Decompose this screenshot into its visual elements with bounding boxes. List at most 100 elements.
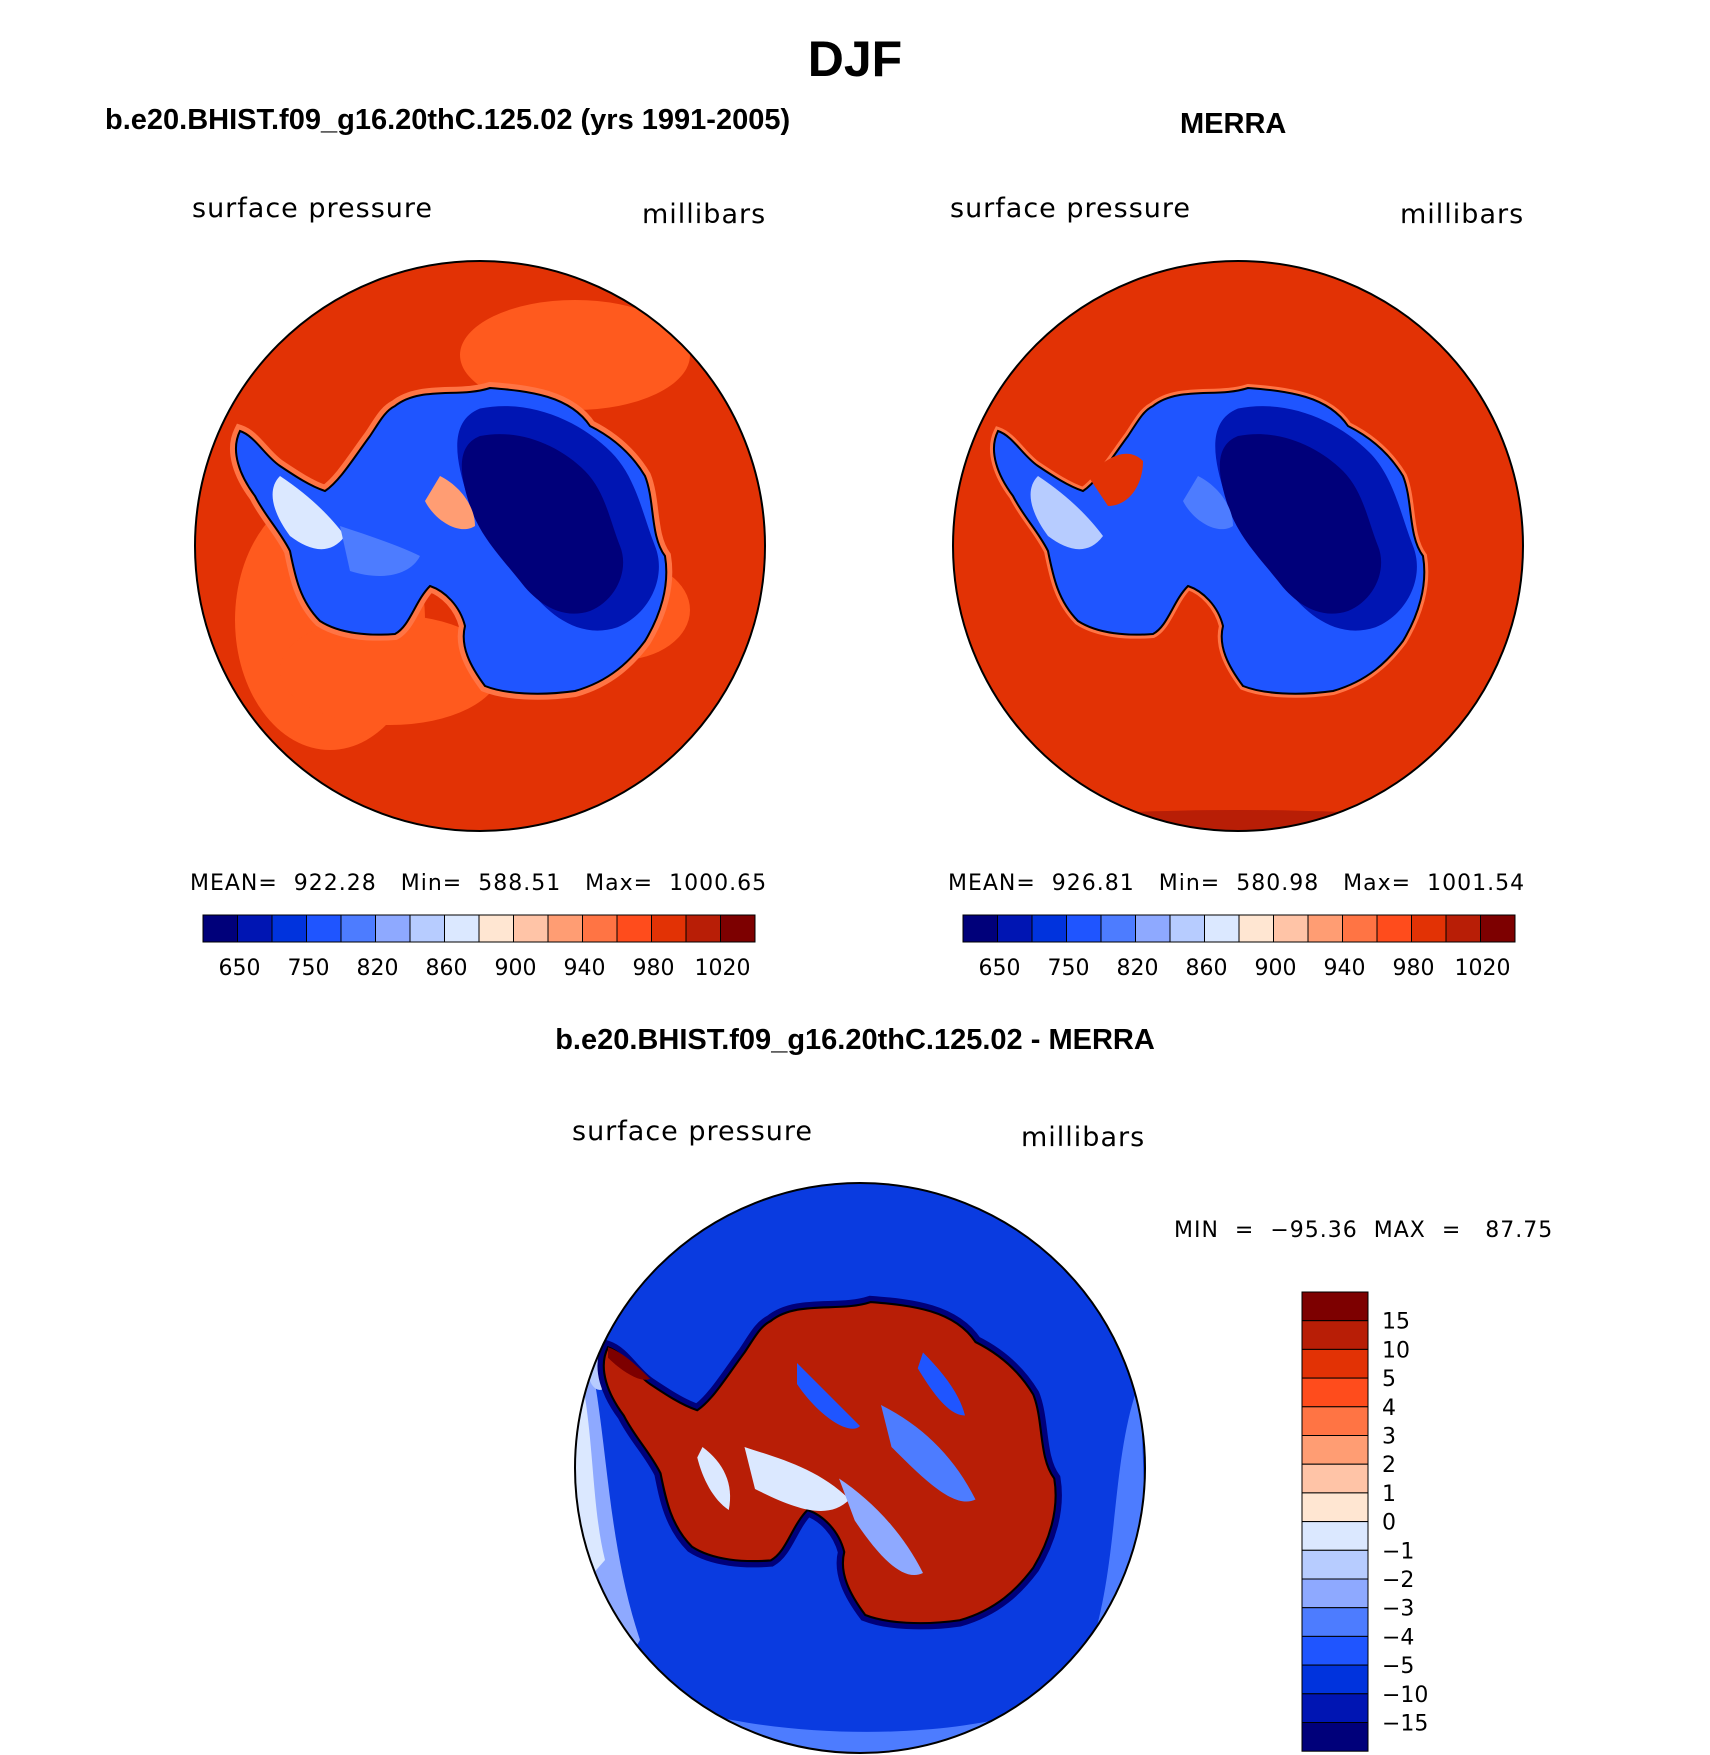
- model-colorbar-box: [616, 914, 652, 943]
- model-colorbar-box: [306, 914, 342, 943]
- difference-colorbar-tick-label: 3: [1382, 1425, 1396, 1450]
- merra-colorbar-tick-label: 980: [1393, 956, 1435, 981]
- merra-colorbar-tick-label: 1020: [1455, 956, 1511, 981]
- model-colorbar-box: [478, 914, 514, 943]
- merra-stats: MEAN= 926.81 Min= 580.98 Max= 1001.54: [948, 871, 1526, 896]
- model-colorbar-tick-label: 650: [219, 956, 261, 981]
- model-colorbar-box: [651, 914, 687, 943]
- model-colorbar-box: [340, 914, 376, 943]
- merra-colorbar-box: [1135, 914, 1171, 943]
- difference-colorbar-box: [1301, 1722, 1369, 1752]
- merra-colorbar-tick-label: 900: [1255, 956, 1297, 981]
- merra-panel-title: MERRA: [1180, 108, 1287, 140]
- difference-left-label: surface pressure: [572, 1116, 813, 1147]
- difference-colorbar-tick-label: −3: [1382, 1597, 1414, 1622]
- model-colorbar-box: [409, 914, 445, 943]
- merra-colorbar-tick-label: 820: [1117, 956, 1159, 981]
- model-map-boundary: [194, 260, 766, 832]
- model-colorbar-tick-label: 1020: [695, 956, 751, 981]
- model-colorbar: 650 750 820 860 900 940 980 1020: [202, 914, 756, 981]
- merra-colorbar-box: [1238, 914, 1274, 943]
- difference-colorbar-box: [1301, 1435, 1369, 1465]
- difference-colorbar-tick-label: 10: [1382, 1338, 1410, 1363]
- merra-colorbar-box: [962, 914, 998, 943]
- difference-colorbar-box: [1301, 1521, 1369, 1551]
- merra-colorbar-box: [1342, 914, 1378, 943]
- difference-colorbar-tick-label: 1: [1382, 1482, 1396, 1507]
- merra-colorbar-box: [1204, 914, 1240, 943]
- difference-colorbar-box: [1301, 1693, 1369, 1724]
- difference-panel-title: b.e20.BHIST.f09_g16.20thC.125.02 - MERRA: [555, 1024, 1155, 1056]
- difference-colorbar-tick-label: −4: [1382, 1625, 1414, 1650]
- difference-stats: MIN = −95.36 MAX = 87.75: [1174, 1218, 1554, 1243]
- model-map: [195, 261, 765, 831]
- model-left-label: surface pressure: [192, 193, 433, 224]
- model-colorbar-box: [513, 914, 549, 943]
- model-colorbar-box: [444, 914, 480, 943]
- merra-colorbar-box: [1100, 914, 1136, 943]
- model-colorbar-box: [237, 914, 273, 943]
- difference-colorbar-box: [1301, 1377, 1369, 1408]
- difference-colorbar-box: [1301, 1549, 1369, 1580]
- model-colorbar-box: [685, 914, 721, 943]
- model-colorbar-tick-label: 860: [426, 956, 468, 981]
- merra-colorbar-tick-label: 940: [1324, 956, 1366, 981]
- merra-colorbar-box: [1376, 914, 1412, 943]
- difference-colorbar-box: [1301, 1406, 1369, 1437]
- model-stats: MEAN= 922.28 Min= 588.51 Max= 1000.65: [190, 871, 768, 896]
- difference-colorbar-box: [1301, 1348, 1369, 1379]
- model-panel-title: b.e20.BHIST.f09_g16.20thC.125.02 (yrs 19…: [105, 104, 791, 136]
- merra-colorbar-box: [1066, 914, 1102, 943]
- model-colorbar-box: [582, 914, 618, 943]
- difference-right-label: millibars: [1021, 1122, 1146, 1153]
- difference-colorbar-box: [1301, 1463, 1369, 1494]
- merra-colorbar-box: [1273, 914, 1309, 943]
- difference-colorbar-box: [1301, 1291, 1369, 1322]
- merra-colorbar-box: [997, 914, 1033, 943]
- page-title: DJF: [807, 31, 903, 87]
- difference-colorbar-tick-label: −10: [1382, 1683, 1428, 1708]
- difference-colorbar-box: [1301, 1492, 1369, 1523]
- merra-colorbar-tick-label: 750: [1048, 956, 1090, 981]
- merra-map: [953, 261, 1523, 831]
- difference-colorbar-tick-label: −15: [1382, 1712, 1428, 1737]
- model-colorbar-tick-label: 750: [288, 956, 330, 981]
- difference-colorbar-tick-label: −5: [1382, 1654, 1414, 1679]
- merra-colorbar-box: [1031, 914, 1067, 943]
- merra-left-label: surface pressure: [950, 193, 1191, 224]
- merra-colorbar-tick-label: 650: [979, 956, 1021, 981]
- merra-colorbar-tick-label: 860: [1186, 956, 1228, 981]
- difference-colorbar-tick-label: −2: [1382, 1568, 1414, 1593]
- model-colorbar-tick-label: 980: [633, 956, 675, 981]
- difference-colorbar-tick-label: −1: [1382, 1539, 1414, 1564]
- model-colorbar-box: [375, 914, 411, 943]
- merra-colorbar-box: [1445, 914, 1481, 943]
- model-colorbar-box: [202, 914, 238, 943]
- model-colorbar-tick-label: 900: [495, 956, 537, 981]
- model-colorbar-tick-label: 940: [564, 956, 606, 981]
- difference-colorbar-box: [1301, 1607, 1369, 1637]
- difference-colorbar-box: [1301, 1635, 1369, 1666]
- model-colorbar-tick-label: 820: [357, 956, 399, 981]
- difference-colorbar-box: [1301, 1578, 1369, 1609]
- merra-colorbar-box: [1169, 914, 1205, 943]
- difference-colorbar-tick-label: 2: [1382, 1453, 1396, 1478]
- difference-colorbar-box: [1301, 1320, 1369, 1350]
- difference-colorbar-tick-label: 15: [1382, 1310, 1410, 1335]
- model-right-label: millibars: [642, 199, 767, 230]
- difference-map-boundary: [574, 1182, 1146, 1754]
- difference-colorbar-tick-label: 0: [1382, 1511, 1396, 1536]
- difference-colorbar-tick-label: 4: [1382, 1396, 1396, 1421]
- merra-colorbar-box: [1411, 914, 1447, 943]
- difference-colorbar-tick-label: 5: [1382, 1367, 1396, 1392]
- difference-colorbar-box: [1301, 1664, 1369, 1695]
- merra-colorbar-box: [1480, 914, 1516, 943]
- model-colorbar-box: [547, 914, 583, 943]
- model-colorbar-box: [720, 914, 756, 943]
- model-colorbar-box: [271, 914, 307, 943]
- merra-colorbar-box: [1307, 914, 1343, 943]
- merra-map-boundary: [952, 260, 1524, 832]
- merra-right-label: millibars: [1400, 199, 1525, 230]
